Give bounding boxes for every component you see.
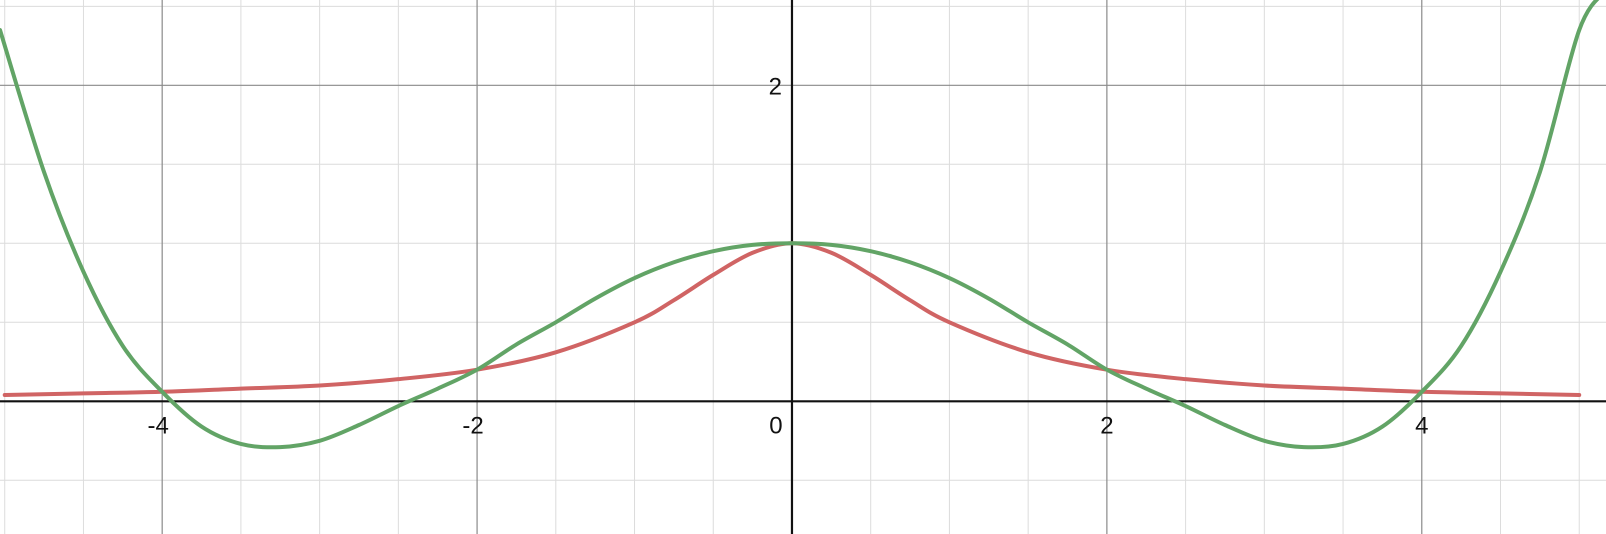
x-tick-label: 4	[1415, 412, 1428, 439]
x-tick-label: 2	[1100, 412, 1113, 439]
series-layer	[0, 0, 1600, 450]
x-tick-label: 0	[769, 412, 782, 439]
x-tick-label: -4	[148, 412, 169, 439]
tick-labels: -4 -2 0 2 4 2	[148, 73, 1429, 439]
x-tick-label: -2	[462, 412, 483, 439]
green-series-line	[0, 0, 1600, 450]
y-tick-label: 2	[769, 73, 782, 100]
